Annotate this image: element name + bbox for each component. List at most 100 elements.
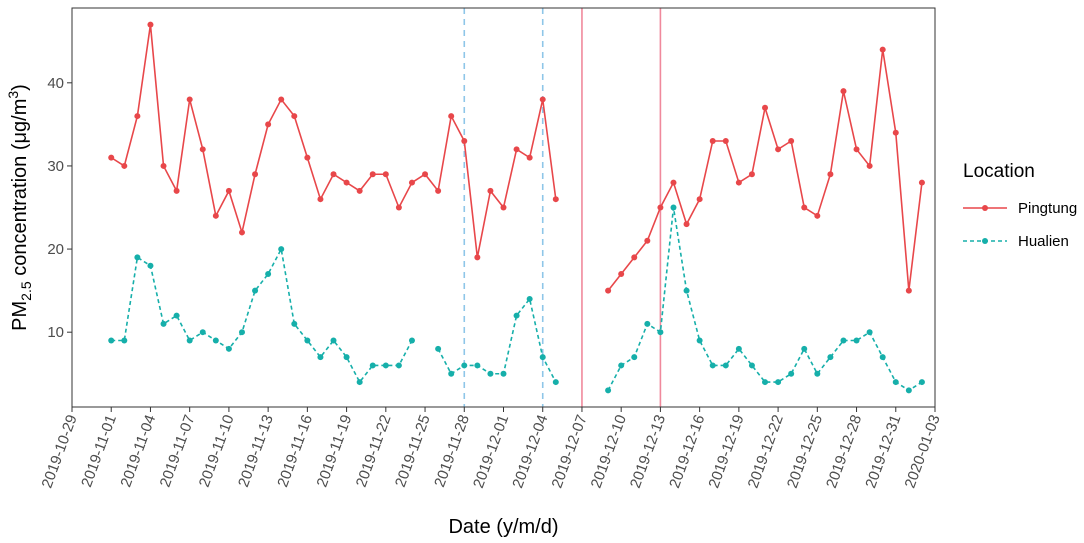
legend-swatch-point-hualien [982,238,988,244]
data-point-pingtung [265,121,272,128]
data-point-hualien [670,204,677,211]
data-point-hualien [709,362,716,369]
data-point-pingtung [422,171,429,178]
x-tick-label: 2020-01-03 [902,413,944,491]
data-point-pingtung [762,104,769,111]
data-point-hualien [879,354,886,361]
data-point-hualien [696,337,703,344]
series-line-hualien [111,207,923,392]
y-axis: 10 20 30 40 [47,75,72,341]
data-point-pingtung [343,179,350,186]
data-point-pingtung [644,237,651,244]
data-point-hualien [631,354,638,361]
data-point-pingtung [853,146,860,153]
legend-label-hualien: Hualien [1018,233,1069,250]
x-axis: 2019-10-292019-11-012019-11-042019-11-07… [39,407,944,490]
data-point-hualien [735,345,742,352]
data-point-pingtung [121,162,128,169]
data-point-pingtung [291,113,298,120]
x-tick-label: 2019-12-28 [823,413,865,491]
data-point-pingtung [173,187,180,194]
x-tick-label: 2019-12-04 [509,413,551,491]
data-point-pingtung [395,204,402,211]
data-point-pingtung [212,212,219,219]
data-point-hualien [317,354,324,361]
data-point-pingtung [814,212,821,219]
legend-title: Location [963,161,1035,182]
data-point-pingtung [918,179,925,186]
data-point-hualien [474,362,481,369]
data-point-pingtung [225,187,232,194]
data-point-hualien [382,362,389,369]
x-tick-label: 2019-12-13 [627,413,669,491]
data-point-pingtung [709,138,716,144]
data-point-hualien [840,337,847,344]
data-point-hualien [199,329,206,336]
y-tick-label: 20 [47,241,64,258]
data-point-hualien [801,345,808,352]
data-point-pingtung [735,179,742,186]
data-point-hualien [278,246,285,253]
x-tick-label: 2019-11-13 [235,413,277,490]
x-tick-label: 2019-12-16 [666,413,708,491]
data-point-pingtung [238,229,245,236]
data-point-pingtung [330,171,337,178]
data-point-hualien [487,370,494,377]
data-point-hualien [225,345,232,352]
data-point-pingtung [461,138,468,144]
series-line-pingtung [110,24,923,292]
data-point-hualien [722,362,729,369]
data-point-pingtung [186,96,193,103]
data-point-pingtung [252,171,259,178]
data-point-hualien [186,337,193,344]
data-point-hualien [866,329,873,336]
data-point-pingtung [892,129,899,136]
data-point-pingtung [134,113,141,120]
data-point-pingtung [605,287,612,294]
data-point-pingtung [513,146,520,153]
x-tick-label: 2019-11-28 [431,413,473,490]
data-point-pingtung [657,204,664,211]
data-point-hualien [435,345,442,352]
y-axis-title-subscript: 2.5 [18,281,34,301]
x-tick-label: 2019-12-31 [862,413,904,491]
data-point-pingtung [552,196,559,203]
y-axis-title-suffix: ) [9,84,31,91]
data-point-hualien [814,370,821,377]
data-point-hualien [330,337,337,344]
data-point-pingtung [147,21,154,28]
data-point-pingtung [435,187,442,194]
x-tick-label: 2019-11-04 [117,413,159,490]
data-point-pingtung [631,254,638,261]
data-point-pingtung [827,171,834,178]
data-point-hualien [238,329,245,336]
data-point-hualien [304,337,311,344]
data-point-pingtung [788,138,795,144]
data-point-hualien [343,354,350,361]
x-tick-label: 2019-12-07 [548,413,590,491]
data-point-pingtung [539,96,546,103]
data-point-pingtung [670,179,677,186]
reference-lines [463,8,662,407]
legend-label-pingtung: Pingtung [1018,200,1077,217]
data-point-hualien [252,287,259,294]
series-layer [108,21,925,394]
data-point-pingtung [317,196,324,203]
x-tick-label: 2019-11-16 [274,413,316,490]
data-point-hualien [356,379,363,386]
y-tick-label: 30 [47,158,64,175]
data-point-hualien [395,362,402,369]
data-point-pingtung [618,271,625,277]
data-point-hualien [500,370,507,377]
x-tick-label: 2019-12-25 [784,413,826,491]
data-point-hualien [408,337,415,344]
data-point-pingtung [199,146,206,153]
data-point-hualien [448,370,455,377]
x-axis-title: Date (y/m/d) [448,516,558,538]
y-tick-label: 40 [47,75,64,92]
data-point-pingtung [840,88,847,95]
data-point-pingtung [160,162,167,169]
y-axis-title-middle: concentration (μg/m [9,99,31,282]
data-point-pingtung [356,187,363,194]
